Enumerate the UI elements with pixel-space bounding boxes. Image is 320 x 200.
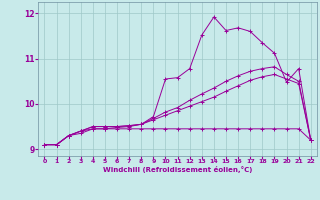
X-axis label: Windchill (Refroidissement éolien,°C): Windchill (Refroidissement éolien,°C)	[103, 166, 252, 173]
